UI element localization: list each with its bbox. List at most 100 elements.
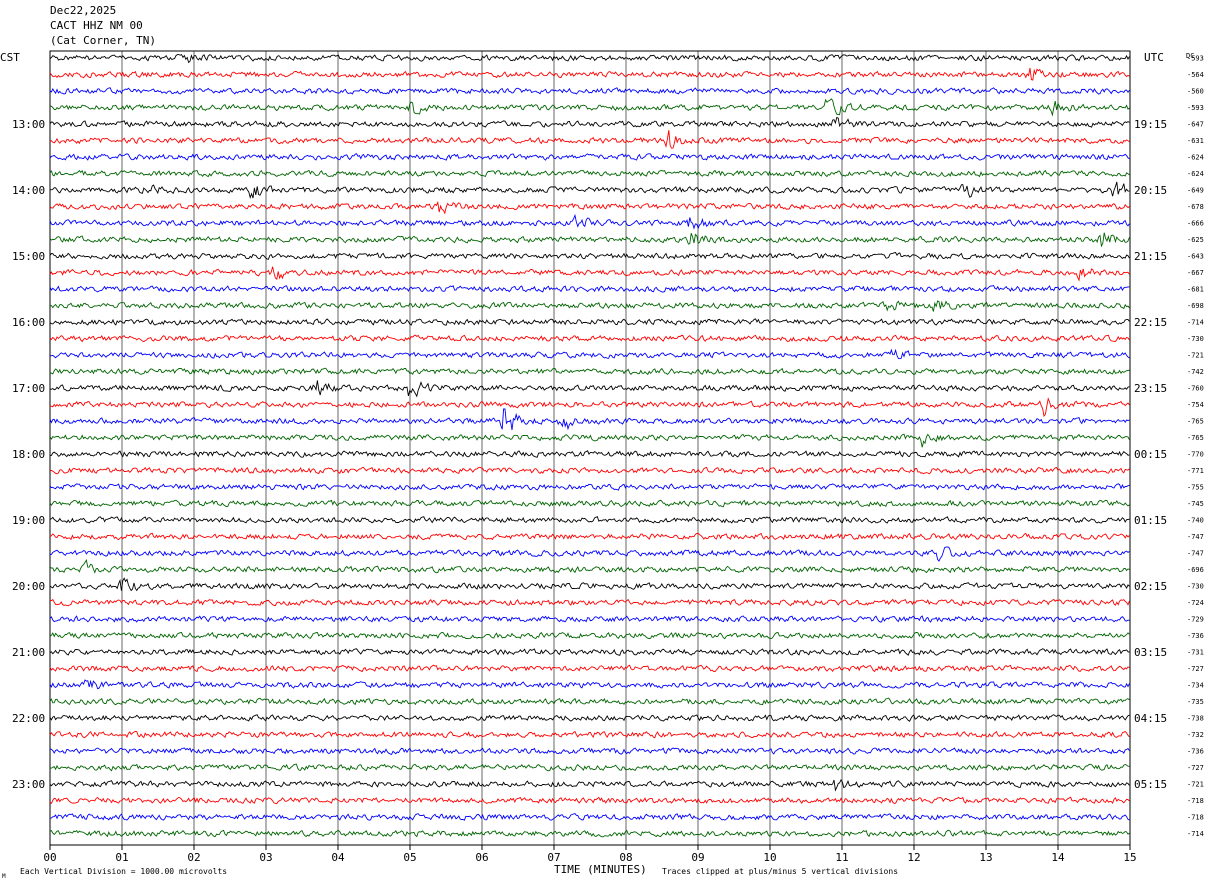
x-tick-label: 03 xyxy=(259,851,272,864)
dc-offset-label: -624 xyxy=(1187,170,1204,178)
trace-row xyxy=(49,763,1130,772)
x-tick-label: 05 xyxy=(403,851,416,864)
trace-row xyxy=(49,300,1130,312)
trace-row xyxy=(49,200,1130,215)
trace-row xyxy=(49,532,1130,541)
trace-row xyxy=(49,397,1130,418)
dc-offset-label: -734 xyxy=(1187,682,1204,690)
dc-offset-label: -747 xyxy=(1187,550,1204,558)
x-tick-label: 07 xyxy=(547,851,560,864)
right-hour-label: 05:15 xyxy=(1134,778,1167,791)
dc-offset-label: -560 xyxy=(1187,88,1204,96)
left-hour-label: 19:00 xyxy=(12,514,45,527)
dc-offset-label: -731 xyxy=(1187,649,1204,657)
corner-mark: M xyxy=(2,873,6,880)
dc-offset-label: -755 xyxy=(1187,484,1204,492)
trace-row xyxy=(49,181,1130,200)
dc-offset-label: -727 xyxy=(1187,665,1204,673)
left-hour-label: 13:00 xyxy=(12,118,45,131)
trace-row xyxy=(49,284,1130,293)
x-tick-label: 02 xyxy=(187,851,200,864)
left-hour-label: 15:00 xyxy=(12,250,45,263)
trace-row xyxy=(49,408,1130,431)
left-hour-label: 16:00 xyxy=(12,316,45,329)
right-hour-label: 22:15 xyxy=(1134,316,1167,329)
scale-note: Each Vertical Division = 1000.00 microvo… xyxy=(20,867,227,876)
dc-offset-label: -678 xyxy=(1187,203,1204,211)
x-tick-label: 06 xyxy=(475,851,488,864)
right-hour-label: 03:15 xyxy=(1134,646,1167,659)
dc-offset-label: -736 xyxy=(1187,748,1204,756)
dc-offset-label: -721 xyxy=(1187,352,1204,360)
x-tick-label: 13 xyxy=(979,851,992,864)
right-hour-label: 21:15 xyxy=(1134,250,1167,263)
dc-offset-label: -727 xyxy=(1187,764,1204,772)
dc-offset-label: -740 xyxy=(1187,517,1204,525)
trace-row xyxy=(49,334,1130,343)
dc-offset-label: -714 xyxy=(1187,319,1204,327)
x-tick-label: 12 xyxy=(907,851,920,864)
right-hour-label: 19:15 xyxy=(1134,118,1167,131)
right-hour-label: 23:15 xyxy=(1134,382,1167,395)
trace-row xyxy=(49,796,1130,805)
dc-offset-label: -593 xyxy=(1187,55,1204,63)
trace-row xyxy=(49,153,1130,161)
dc-offset-label: -771 xyxy=(1187,467,1204,475)
x-tick-label: 01 xyxy=(115,851,128,864)
label-group: 00 01 02 03 04 05 06 07 08 09 10 11 12 13 14 15 -593 -564… xyxy=(12,55,1204,865)
dc-offset-label: -714 xyxy=(1187,830,1204,838)
trace-row xyxy=(49,648,1130,656)
dc-offset-label: -745 xyxy=(1187,500,1204,508)
dc-offset-label: -738 xyxy=(1187,715,1204,723)
trace-row xyxy=(49,318,1130,326)
trace-row xyxy=(49,251,1130,260)
dc-offset-label: -742 xyxy=(1187,368,1204,376)
trace-row xyxy=(49,577,1130,592)
x-tick-label: 11 xyxy=(835,851,848,864)
trace-row xyxy=(49,54,1130,64)
dc-label: DC xyxy=(1186,52,1194,60)
dc-offset-label: -721 xyxy=(1187,781,1204,789)
dc-offset-label: -631 xyxy=(1187,137,1204,145)
header-station: CACT HHZ NM 00 xyxy=(50,19,143,32)
dc-offset-label: -647 xyxy=(1187,121,1204,129)
plot-frame xyxy=(49,50,1131,846)
trace-row xyxy=(49,730,1130,739)
x-tick-label: 14 xyxy=(1051,851,1065,864)
dc-offset-label: -696 xyxy=(1187,566,1204,574)
trace-row xyxy=(49,829,1130,838)
dc-offset-label: -729 xyxy=(1187,616,1204,624)
trace-row xyxy=(49,67,1130,81)
dc-offset-label: -625 xyxy=(1187,236,1204,244)
dc-offset-label: -718 xyxy=(1187,814,1204,822)
trace-row xyxy=(49,598,1130,607)
right-hour-label: 20:15 xyxy=(1134,184,1167,197)
trace-row xyxy=(49,664,1130,673)
trace-row xyxy=(49,433,1130,448)
dc-offset-label: -770 xyxy=(1187,451,1204,459)
trace-row xyxy=(49,631,1130,640)
dc-offset-label: -732 xyxy=(1187,731,1204,739)
left-hour-label: 14:00 xyxy=(12,184,45,197)
trace-row xyxy=(49,169,1130,178)
trace-row xyxy=(49,679,1130,690)
trace-row xyxy=(49,483,1130,491)
right-hour-label: 04:15 xyxy=(1134,712,1167,725)
dc-offset-label: -643 xyxy=(1187,253,1204,261)
dc-offset-label: -624 xyxy=(1187,154,1204,162)
dc-offset-label: -593 xyxy=(1187,104,1204,112)
dc-offset-label: -765 xyxy=(1187,418,1204,426)
left-hour-label: 21:00 xyxy=(12,646,45,659)
dc-offset-label: -765 xyxy=(1187,434,1204,442)
dc-offset-label: -698 xyxy=(1187,302,1204,310)
header-location: (Cat Corner, TN) xyxy=(50,34,156,47)
dc-offset-label: -730 xyxy=(1187,335,1204,343)
header-date: Dec22,2025 xyxy=(50,4,117,17)
left-hour-label: 23:00 xyxy=(12,778,45,791)
dc-offset-label: -735 xyxy=(1187,698,1204,706)
x-tick-label: 15 xyxy=(1123,851,1136,864)
right-hour-label: 00:15 xyxy=(1134,448,1167,461)
trace-row xyxy=(49,232,1130,248)
trace-row xyxy=(49,213,1130,230)
